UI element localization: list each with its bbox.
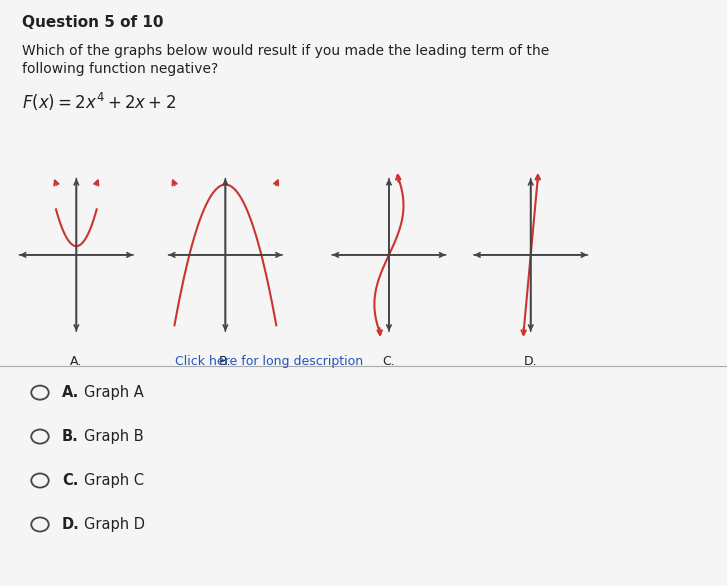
Text: Click here for long description: Click here for long description: [175, 355, 363, 367]
Text: C.: C.: [62, 473, 79, 488]
Text: following function negative?: following function negative?: [22, 62, 218, 76]
Text: C.: C.: [382, 355, 395, 367]
Text: Which of the graphs below would result if you made the leading term of the: Which of the graphs below would result i…: [22, 44, 549, 58]
Text: D.: D.: [524, 355, 537, 367]
Text: B.: B.: [219, 355, 232, 367]
Text: Graph D: Graph D: [84, 517, 145, 532]
Text: A.: A.: [71, 355, 82, 367]
Text: Graph B: Graph B: [84, 429, 143, 444]
Text: A.: A.: [62, 385, 79, 400]
Text: Question 5 of 10: Question 5 of 10: [22, 15, 164, 30]
Text: Graph A: Graph A: [84, 385, 143, 400]
Text: Graph C: Graph C: [84, 473, 144, 488]
Text: B.: B.: [62, 429, 79, 444]
Text: D.: D.: [62, 517, 79, 532]
Text: $F(x) = 2x^4 + 2x + 2$: $F(x) = 2x^4 + 2x + 2$: [22, 91, 176, 113]
